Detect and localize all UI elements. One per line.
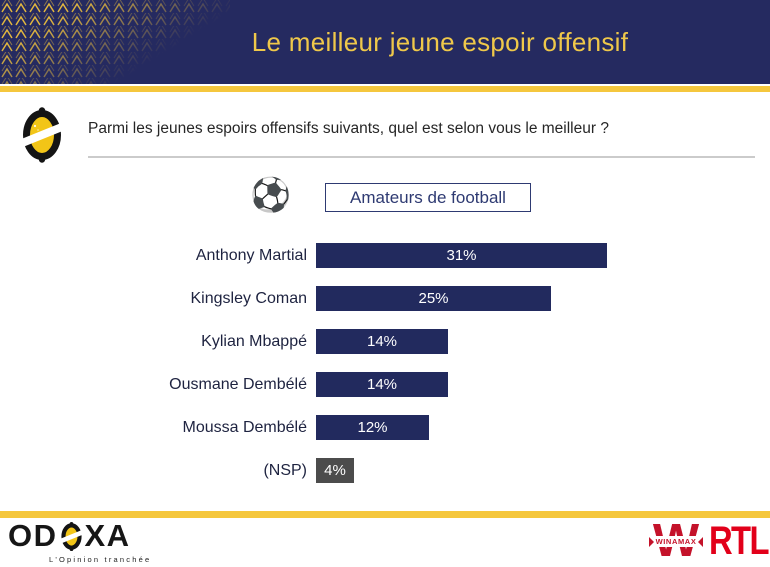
odoxa-text-left: OD: [8, 518, 58, 553]
chart-row: (NSP) 4%: [0, 458, 770, 483]
header-divider: [0, 86, 770, 92]
category-label: Ousmane Dembélé: [169, 375, 307, 393]
odoxa-logo: OD XA L'Opinion tranchée: [8, 520, 152, 565]
category-label: Moussa Dembélé: [182, 418, 308, 436]
bar-value: 12%: [357, 419, 388, 436]
bar-chart: Anthony Martial 31% Kingsley Coman 25% K…: [0, 243, 770, 501]
bar-value: 14%: [366, 376, 398, 393]
odoxa-o-icon: [22, 107, 62, 163]
bar-value: 31%: [446, 247, 477, 264]
category-label: Anthony Martial: [195, 246, 307, 264]
odoxa-text-right: XA: [84, 518, 131, 553]
bar-moussa-dembele: 12%: [316, 415, 429, 440]
header-banner: Le meilleur jeune espoir offensif: [0, 0, 770, 84]
odoxa-wordmark: OD XA: [8, 520, 151, 552]
audience-label: Amateurs de football: [350, 187, 506, 207]
bar-value: 4%: [324, 462, 346, 479]
banner-arrow-left: [648, 536, 654, 547]
page-title: Le meilleur jeune espoir offensif: [251, 26, 629, 57]
rtl-logo: RTL: [709, 519, 769, 563]
chart-row: Moussa Dembélé 12%: [0, 415, 770, 440]
winamax-banner-label: WINAMAX: [655, 537, 697, 546]
bar-anthony-martial: 31%: [316, 243, 607, 268]
category-label: Kingsley Coman: [190, 289, 308, 307]
chart-row: Ousmane Dembélé 14%: [0, 372, 770, 397]
bar-ousmane-dembele: 14%: [316, 372, 448, 397]
odoxa-o-icon: [60, 521, 82, 551]
category-label: Kylian Mbappé: [201, 332, 307, 350]
question-text: Parmi les jeunes espoirs offensifs suiva…: [88, 120, 609, 137]
chart-row: Kylian Mbappé 14%: [0, 329, 770, 354]
bar-nsp: 4%: [316, 458, 354, 483]
chart-row: Anthony Martial 31%: [0, 243, 770, 268]
question-underline: [88, 156, 755, 158]
odoxa-tagline: L'Opinion tranchée: [49, 555, 152, 564]
audience-badge: Amateurs de football: [325, 183, 531, 212]
banner-arrow-right: [698, 536, 704, 547]
winamax-logo: W WINAMAX: [642, 518, 710, 564]
footer-divider: [0, 511, 770, 518]
bar-kingsley-coman: 25%: [316, 286, 551, 311]
winamax-banner: WINAMAX: [642, 536, 710, 547]
bar-value: 14%: [366, 333, 398, 350]
bar-kylian-mbappe: 14%: [316, 329, 448, 354]
bar-value: 25%: [418, 290, 449, 307]
chart-row: Kingsley Coman 25%: [0, 286, 770, 311]
soccer-ball-icon: ⚽: [250, 175, 292, 214]
chevron-pattern-decoration: [0, 0, 230, 84]
category-label: (NSP): [263, 461, 307, 479]
